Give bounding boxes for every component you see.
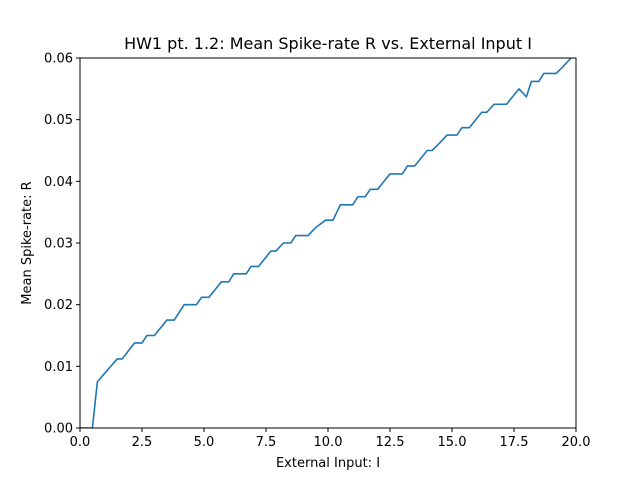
plot-area (80, 58, 576, 428)
x-tick-label: 17.5 (500, 435, 529, 450)
chart-title: HW1 pt. 1.2: Mean Spike-rate R vs. Exter… (124, 34, 532, 53)
y-tick-label: 0.00 (44, 422, 73, 437)
series-layer (80, 58, 573, 428)
x-tick-label: 12.5 (376, 435, 405, 450)
y-tick-label: 0.02 (44, 298, 73, 313)
x-tick-label: 5.0 (194, 435, 215, 450)
x-tick-label: 15.0 (438, 435, 467, 450)
x-axis-title: External Input: I (276, 456, 380, 471)
y-tick-label: 0.03 (44, 237, 73, 252)
y-axis-title: Mean Spike-rate: R (20, 181, 35, 304)
y-tick-label: 0.06 (44, 52, 73, 67)
x-tick-label: 0.0 (70, 435, 91, 450)
x-tick-label: 7.5 (256, 435, 277, 450)
y-axis: 0.00 0.01 0.02 0.03 0.04 0.05 0.06 (44, 52, 80, 437)
y-tick-label: 0.05 (44, 113, 73, 128)
x-tick-label: 10.0 (314, 435, 343, 450)
series-line-0 (80, 58, 573, 428)
y-tick-label: 0.04 (44, 175, 73, 190)
x-tick-label: 20.0 (562, 435, 591, 450)
x-tick-label: 2.5 (132, 435, 153, 450)
y-tick-label: 0.01 (44, 360, 73, 375)
x-axis: 0.0 2.5 5.0 7.5 10.0 12.5 15.0 17.5 20.0 (70, 428, 591, 450)
